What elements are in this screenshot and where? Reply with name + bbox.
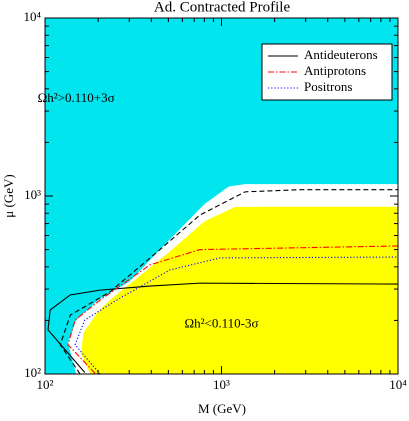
- series-line: [67, 245, 398, 374]
- region: [81, 206, 398, 374]
- y-tick-label: 10³: [24, 187, 41, 202]
- legend-box: [261, 43, 393, 101]
- x-tick-label: 10²: [37, 377, 54, 392]
- legend-label: Antiprotons: [304, 63, 366, 78]
- y-axis-label: μ (GeV): [1, 174, 16, 217]
- x-axis-label: M (GeV): [198, 401, 246, 416]
- legend-label: Positrons: [304, 79, 352, 94]
- x-tick-label: 10⁴: [389, 377, 407, 392]
- y-tick-label: 10²: [24, 365, 41, 380]
- y-tick-label: 10⁴: [23, 9, 41, 24]
- series-line: [59, 189, 398, 374]
- chart-title: Ad. Contracted Profile: [154, 0, 291, 15]
- series-line: [74, 256, 398, 374]
- annotation: Ωh²>0.110+3σ: [38, 90, 115, 105]
- series-line: [47, 282, 398, 373]
- annotation: Ωh²<0.110-3σ: [185, 315, 259, 330]
- x-tick-label: 10³: [213, 377, 230, 392]
- legend-label: Antideuterons: [304, 47, 378, 62]
